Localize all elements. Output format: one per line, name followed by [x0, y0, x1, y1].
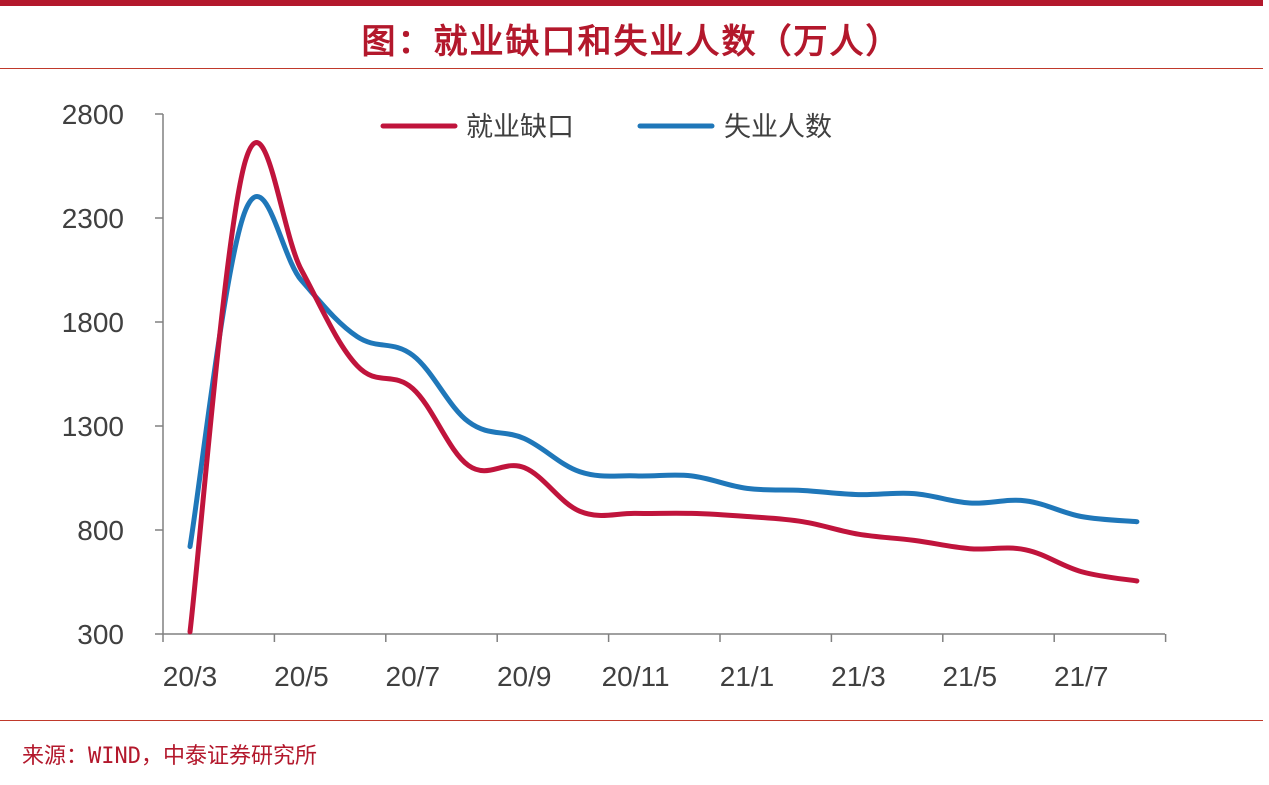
x-tick-label: 21/7	[1054, 661, 1109, 692]
y-tick-label: 800	[77, 515, 124, 546]
tick-labels: 300 800 1300 1800 2300 2800 20/3 20/5 20/7 20/9 20…	[62, 99, 1109, 692]
y-tick-label: 300	[77, 619, 124, 650]
x-tick-label: 20/3	[163, 661, 218, 692]
legend-label: 失业人数	[724, 112, 832, 143]
series-line-unemployed	[187, 194, 1140, 550]
title-divider	[0, 68, 1263, 69]
chart-title: 图：就业缺口和失业人数（万人）	[361, 22, 902, 62]
legend-label: 就业缺口	[466, 112, 574, 143]
y-tick-label: 2300	[62, 203, 124, 234]
series-lines	[187, 140, 1140, 635]
x-tick-label: 20/11	[602, 661, 670, 692]
x-tick-label: 20/5	[274, 661, 329, 692]
y-tick-label: 1300	[62, 411, 124, 442]
series-line-employment-gap	[187, 140, 1140, 635]
y-tick-label: 2800	[62, 99, 124, 130]
top-rule	[0, 0, 1263, 6]
x-tick-label: 21/5	[943, 661, 998, 692]
axes	[155, 113, 1167, 642]
legend: 就业缺口 失业人数	[380, 112, 832, 143]
footer-divider	[0, 720, 1263, 721]
x-tick-label: 20/7	[386, 661, 441, 692]
source-note: 来源：WIND，中泰证券研究所	[22, 744, 317, 769]
y-tick-label: 1800	[62, 307, 124, 338]
x-tick-label: 21/1	[720, 661, 775, 692]
x-tick-label: 21/3	[831, 661, 886, 692]
x-tick-label: 20/9	[497, 661, 552, 692]
